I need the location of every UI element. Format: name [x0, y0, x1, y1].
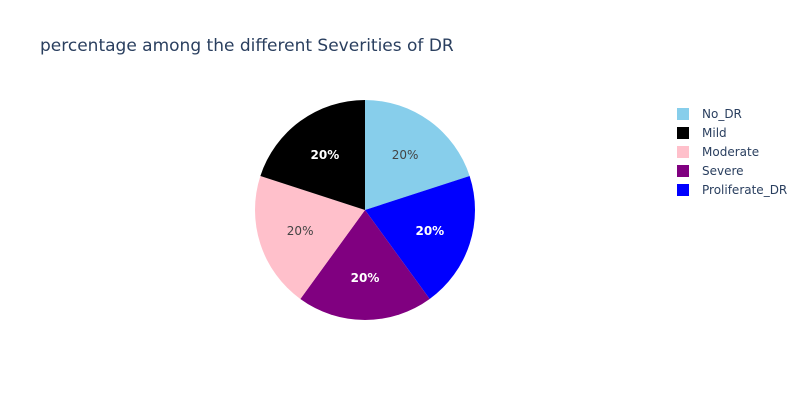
pie-slice-moderate [255, 176, 365, 299]
legend-label-proliferate-dr: Proliferate_DR [702, 183, 787, 197]
pie-slice-severe [300, 210, 430, 321]
pie-slice-no-dr [365, 100, 470, 210]
pie-slice-proliferate-dr [365, 176, 475, 299]
pie-slice-mild [260, 100, 365, 210]
legend-label-severe: Severe [702, 164, 744, 178]
legend-label-mild: Mild [702, 126, 727, 140]
slice-label-proliferate-dr: 20% [415, 224, 444, 238]
legend-item-moderate[interactable]: Moderate [677, 145, 759, 159]
legend-item-mild[interactable]: Mild [677, 126, 727, 140]
slice-label-severe: 20% [351, 271, 380, 285]
chart-title: percentage among the different Severitie… [40, 36, 454, 56]
legend: No_DR Mild Moderate Severe Proliferate_DR [677, 107, 787, 197]
slice-label-mild: 20% [311, 148, 340, 162]
legend-swatch-severe [677, 165, 689, 177]
legend-label-no-dr: No_DR [702, 107, 742, 121]
legend-label-moderate: Moderate [702, 145, 759, 159]
legend-swatch-mild [677, 127, 689, 139]
pie-slices [255, 100, 475, 321]
legend-item-no-dr[interactable]: No_DR [677, 107, 742, 121]
pie-slice-labels: 20% 20% 20% 20% 20% [287, 148, 444, 285]
legend-item-severe[interactable]: Severe [677, 164, 744, 178]
slice-label-no-dr: 20% [392, 148, 419, 162]
legend-swatch-proliferate-dr [677, 184, 689, 196]
legend-item-proliferate-dr[interactable]: Proliferate_DR [677, 183, 787, 197]
legend-swatch-moderate [677, 146, 689, 158]
slice-label-moderate: 20% [287, 224, 314, 238]
legend-swatch-no-dr [677, 108, 689, 120]
